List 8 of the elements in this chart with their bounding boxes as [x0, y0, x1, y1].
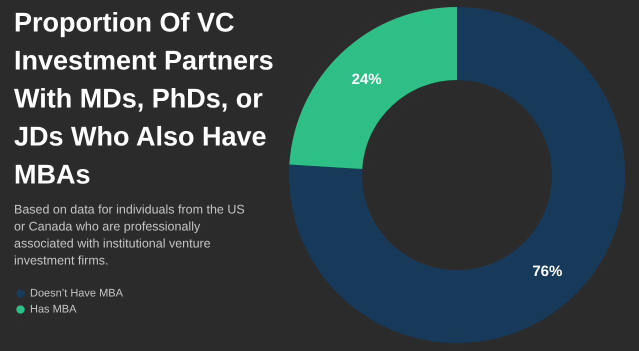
legend-label: Has MBA — [30, 304, 78, 316]
data-label: 24% — [352, 70, 382, 88]
data-label: 76% — [532, 263, 562, 280]
legend-label: Doesn’t Have MBA — [30, 288, 124, 300]
text: Proportion Of VC Investment Partners With MDs, PhDs, or JDs Who Also Have MBAs — [14, 8, 274, 190]
donut-slice — [289, 7, 625, 343]
donut-slice — [289, 7, 457, 170]
text: Based on data for individuals from the US or Canada who are professionally associated with institutional venture investment firms. — [14, 202, 245, 268]
